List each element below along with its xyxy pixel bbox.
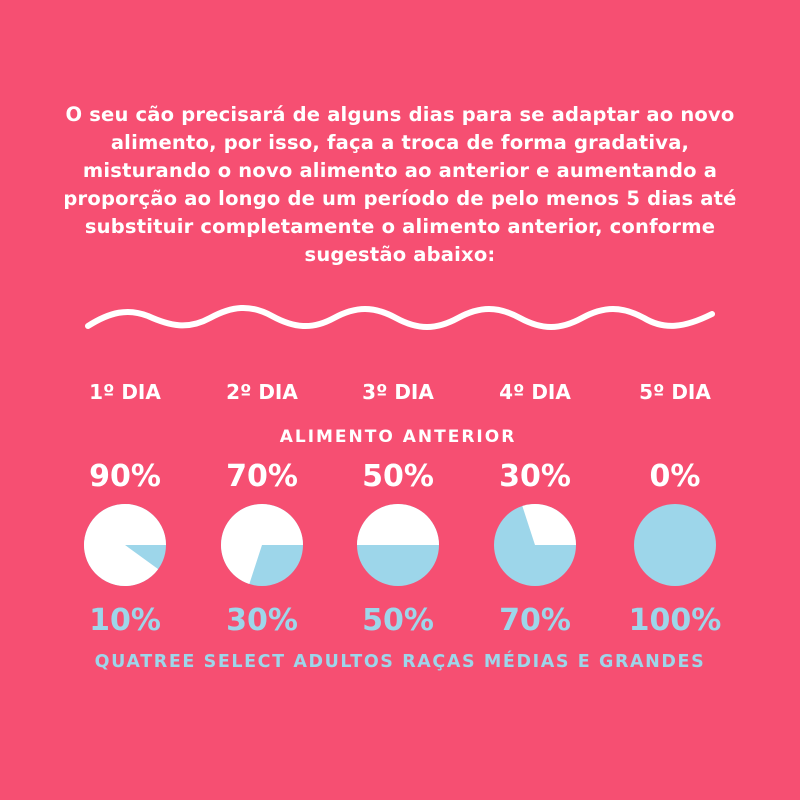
day-labels: 1º DIA 2º DIA 3º DIA 4º DIA 5º DIA xyxy=(89,380,711,404)
decorative-wave xyxy=(85,304,715,330)
new-food-percent: 70% xyxy=(499,603,571,638)
pie-slice-previous-food xyxy=(357,504,439,545)
wave-line xyxy=(85,304,715,330)
series-title: ALIMENTO ANTERIOR xyxy=(280,427,517,447)
new-food-percent: 100% xyxy=(629,603,722,638)
pie-chart xyxy=(357,504,439,586)
new-food-percent: 10% xyxy=(89,603,161,638)
pie-chart xyxy=(494,504,576,586)
pie-chart xyxy=(220,504,303,586)
pie-slice-previous-food xyxy=(83,503,166,586)
transition-chart: 1º DIA 2º DIA 3º DIA 4º DIA 5º DIA ALIMENTO … xyxy=(83,380,721,638)
new-food-percent: 30% xyxy=(226,603,298,638)
pie-slice-new-food xyxy=(634,504,716,586)
pie-slice-previous-food xyxy=(220,504,303,584)
pie-chart xyxy=(634,504,716,586)
intro-paragraph: O seu cão precisará de alguns dias para … xyxy=(63,103,737,266)
day-label: 4º DIA xyxy=(499,380,571,404)
previous-food-percent: 70% xyxy=(226,459,298,494)
previous-food-percent: 0% xyxy=(650,459,701,494)
new-food-percent: 50% xyxy=(362,603,434,638)
previous-food-percent: 30% xyxy=(499,459,571,494)
previous-food-percent-labels: 90% 70% 50% 30% 0% xyxy=(89,459,700,494)
pie-charts xyxy=(83,503,716,586)
new-food-percent-labels: 10% 30% 50% 70% 100% xyxy=(89,603,721,638)
product-name: QUATREE SELECT ADULTOS RAÇAS MÉDIAS E GR… xyxy=(94,652,706,672)
pie-chart xyxy=(83,503,166,586)
day-label: 2º DIA xyxy=(226,380,298,404)
day-label: 3º DIA xyxy=(362,380,434,404)
previous-food-percent: 90% xyxy=(89,459,161,494)
pie-slice-previous-food xyxy=(522,504,576,545)
day-label: 5º DIA xyxy=(639,380,711,404)
previous-food-percent: 50% xyxy=(362,459,434,494)
day-label: 1º DIA xyxy=(89,380,161,404)
